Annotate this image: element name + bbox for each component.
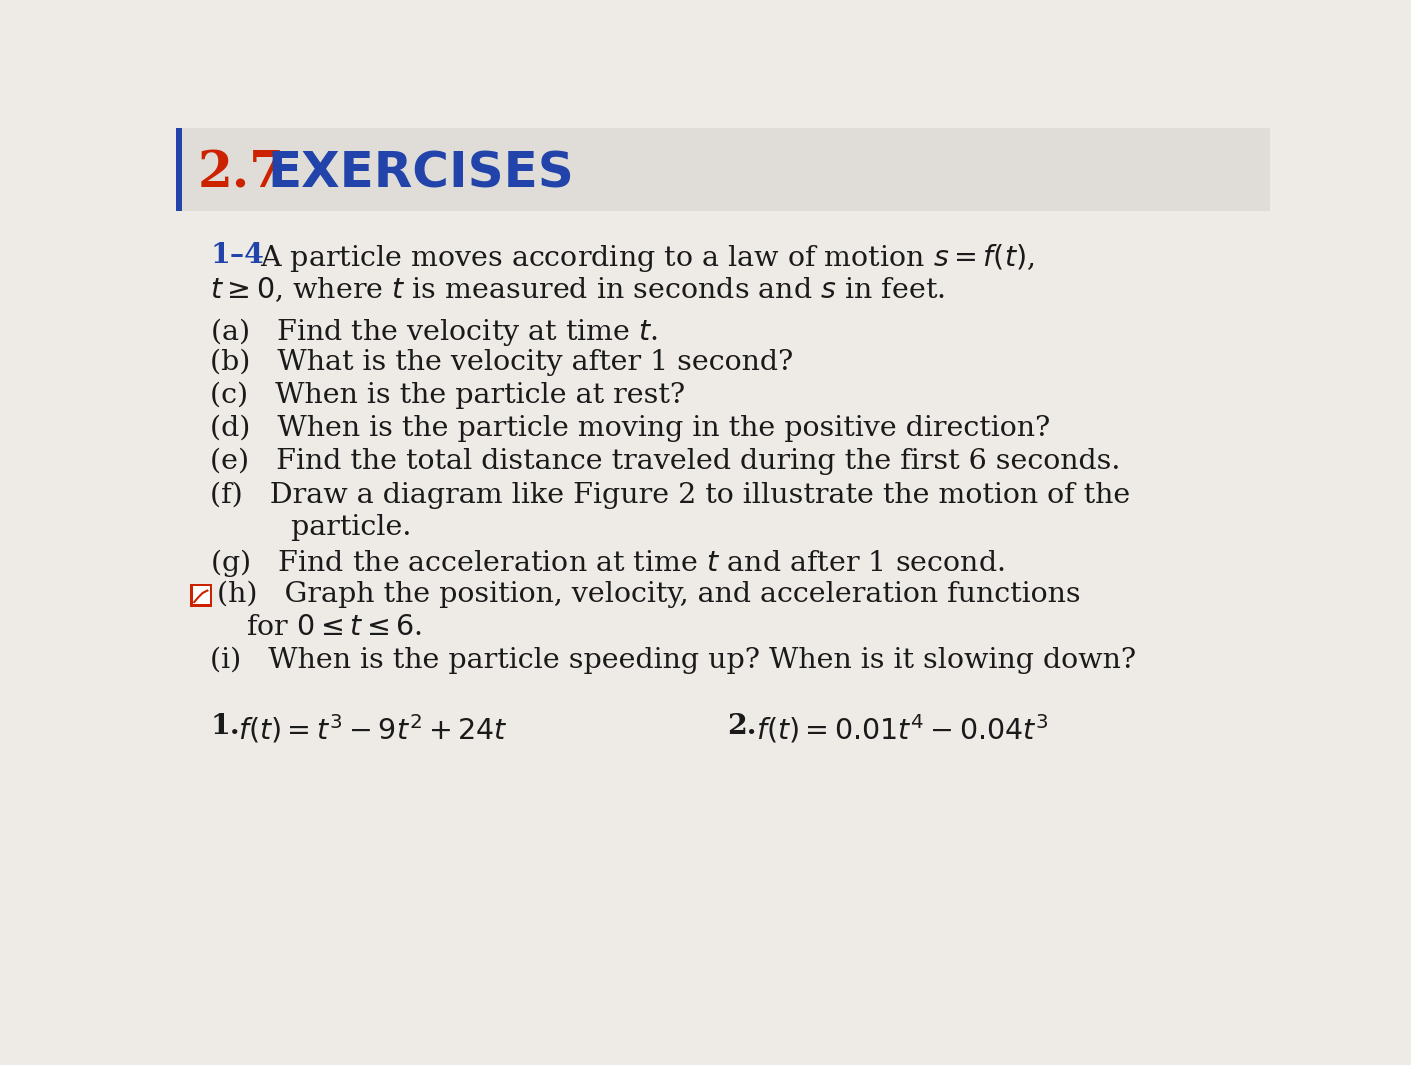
Text: $f(t) = 0.01t^4 - 0.04t^3$: $f(t) = 0.01t^4 - 0.04t^3$ bbox=[756, 712, 1048, 745]
FancyBboxPatch shape bbox=[190, 584, 212, 607]
Text: (h)   Graph the position, velocity, and acceleration functions: (h) Graph the position, velocity, and ac… bbox=[217, 580, 1081, 608]
Text: for $0 \leq t \leq 6$.: for $0 \leq t \leq 6$. bbox=[246, 613, 422, 641]
Text: $f(t) = t^3 - 9t^2 + 24t$: $f(t) = t^3 - 9t^2 + 24t$ bbox=[238, 712, 508, 745]
Text: A particle moves according to a law of motion $s = f(t)$,: A particle moves according to a law of m… bbox=[260, 242, 1034, 274]
Text: (g)   Find the acceleration at time $t$ and after 1 second.: (g) Find the acceleration at time $t$ an… bbox=[210, 547, 1005, 579]
Text: (b)   What is the velocity after 1 second?: (b) What is the velocity after 1 second? bbox=[210, 349, 794, 376]
Text: 1–4: 1–4 bbox=[210, 242, 264, 268]
Text: (e)   Find the total distance traveled during the first 6 seconds.: (e) Find the total distance traveled dur… bbox=[210, 448, 1120, 475]
FancyBboxPatch shape bbox=[176, 128, 182, 211]
Text: (c)   When is the particle at rest?: (c) When is the particle at rest? bbox=[210, 382, 686, 409]
FancyBboxPatch shape bbox=[176, 128, 1270, 211]
Text: (a)   Find the velocity at time $t$.: (a) Find the velocity at time $t$. bbox=[210, 315, 659, 347]
Text: 2.: 2. bbox=[727, 712, 756, 740]
Text: (d)   When is the particle moving in the positive direction?: (d) When is the particle moving in the p… bbox=[210, 415, 1051, 442]
FancyBboxPatch shape bbox=[193, 586, 210, 605]
Text: (f)   Draw a diagram like Figure 2 to illustrate the motion of the: (f) Draw a diagram like Figure 2 to illu… bbox=[210, 481, 1130, 509]
Text: particle.: particle. bbox=[210, 514, 412, 541]
Text: EXERCISES: EXERCISES bbox=[268, 150, 574, 198]
Text: 2.7: 2.7 bbox=[198, 149, 285, 198]
Text: (i)   When is the particle speeding up? When is it slowing down?: (i) When is the particle speeding up? Wh… bbox=[210, 646, 1137, 674]
Text: 1.: 1. bbox=[210, 712, 240, 740]
Text: $t \geq 0$, where $t$ is measured in seconds and $s$ in feet.: $t \geq 0$, where $t$ is measured in sec… bbox=[210, 275, 945, 304]
